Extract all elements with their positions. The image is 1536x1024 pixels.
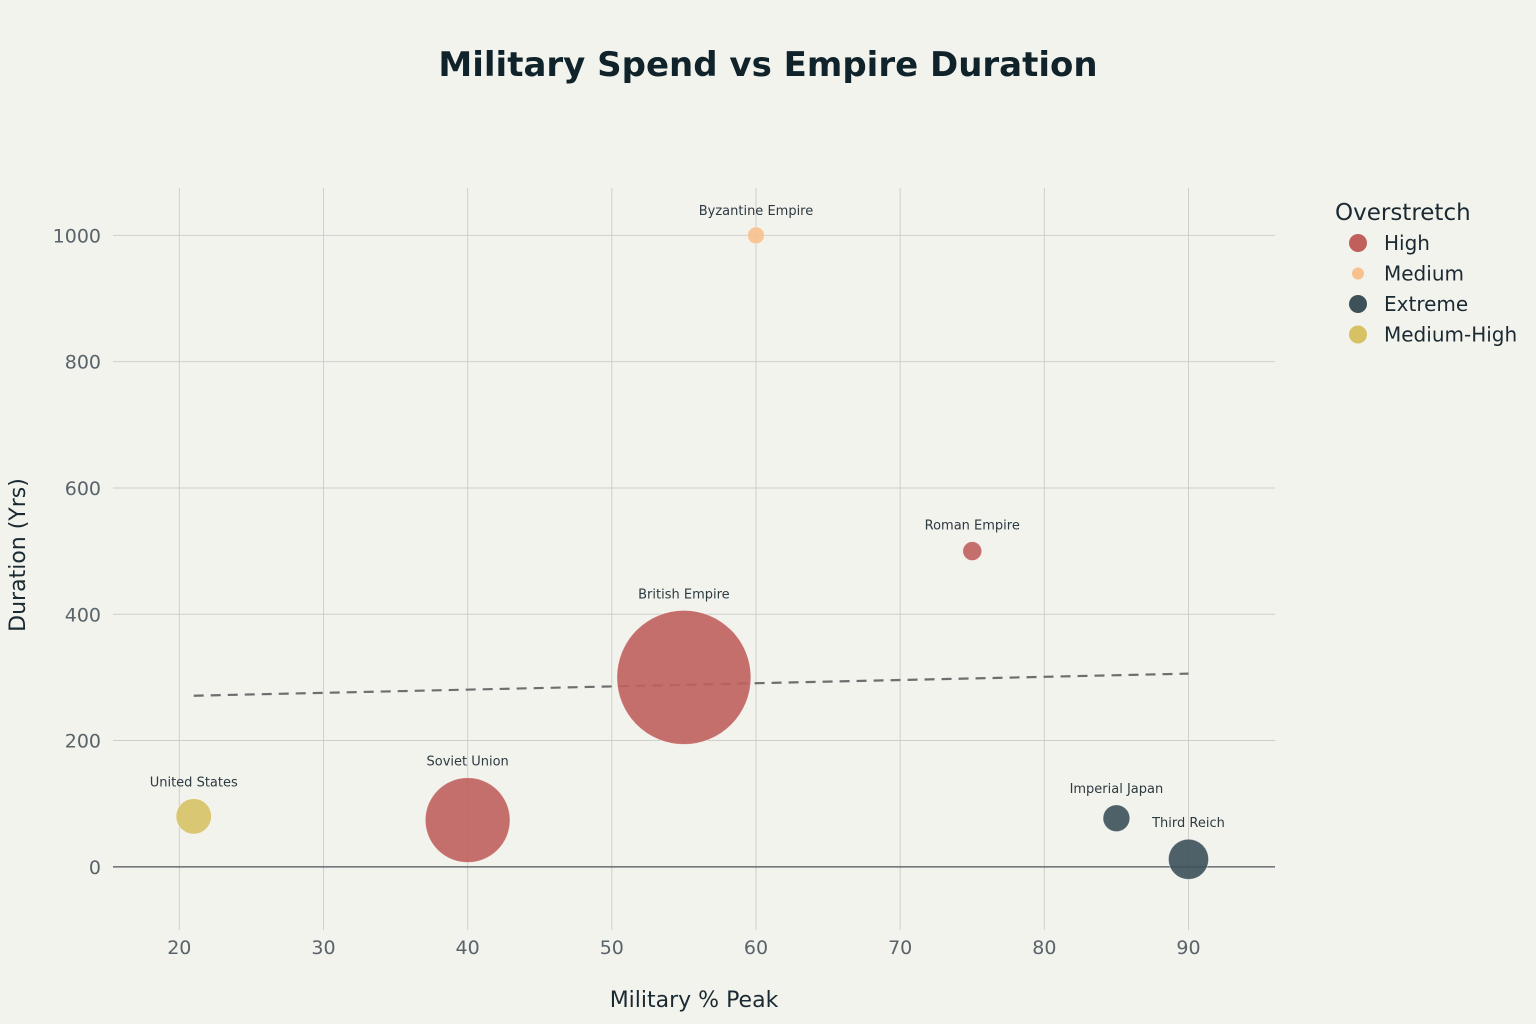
legend-marker xyxy=(1349,295,1367,313)
data-point xyxy=(747,226,765,245)
legend-marker xyxy=(1349,234,1367,252)
x-tick-label: 30 xyxy=(311,937,335,959)
x-axis-title: Military % Peak xyxy=(610,988,779,1013)
point-label: Soviet Union xyxy=(426,755,508,770)
legend-label: Extreme xyxy=(1384,292,1468,316)
y-tick-label: 0 xyxy=(89,857,101,879)
data-point xyxy=(424,777,511,863)
x-tick-label: 20 xyxy=(167,937,191,959)
data-points xyxy=(175,226,1209,880)
legend-label: Medium xyxy=(1384,262,1464,286)
legend-marker xyxy=(1352,267,1364,280)
point-label: British Empire xyxy=(638,587,730,602)
point-label: Roman Empire xyxy=(925,519,1020,534)
y-tick-label: 800 xyxy=(65,352,101,374)
data-point xyxy=(1167,838,1209,880)
y-tick-label: 400 xyxy=(65,604,101,626)
y-tick-label: 1000 xyxy=(53,225,101,247)
chart-title: Military Spend vs Empire Duration xyxy=(438,45,1097,85)
x-tick-label: 40 xyxy=(456,937,480,959)
x-tick-label: 70 xyxy=(888,937,912,959)
y-axis-title: Duration (Yrs) xyxy=(6,478,31,632)
y-axis-ticks: 0 200 400 600 800 1000 xyxy=(53,225,101,878)
x-tick-label: 80 xyxy=(1032,937,1056,959)
data-point xyxy=(175,798,212,835)
x-tick-label: 50 xyxy=(600,937,624,959)
legend-items: High Medium Extreme Medium-High xyxy=(1349,231,1517,347)
data-point xyxy=(1102,804,1131,833)
x-tick-label: 90 xyxy=(1176,937,1200,959)
point-label: Imperial Japan xyxy=(1070,782,1164,797)
legend-label: Medium-High xyxy=(1384,323,1517,347)
legend-label: High xyxy=(1384,231,1430,255)
y-tick-label: 600 xyxy=(65,478,101,500)
data-point xyxy=(962,541,983,561)
x-axis-ticks: 20 30 40 50 60 70 80 90 xyxy=(167,937,1200,959)
point-labels: Byzantine Empire Roman Empire British Empi… xyxy=(150,204,1225,831)
y-tick-label: 200 xyxy=(65,731,101,753)
point-label: United States xyxy=(150,776,238,791)
point-label: Byzantine Empire xyxy=(699,204,814,219)
data-point xyxy=(616,610,752,745)
legend-title: Overstretch xyxy=(1335,200,1471,226)
legend: Overstretch High Medium Extreme Medium-High xyxy=(1335,200,1517,347)
legend-marker xyxy=(1349,325,1367,344)
x-tick-label: 60 xyxy=(744,937,768,959)
grid xyxy=(113,188,1275,930)
point-label: Third Reich xyxy=(1151,816,1225,831)
